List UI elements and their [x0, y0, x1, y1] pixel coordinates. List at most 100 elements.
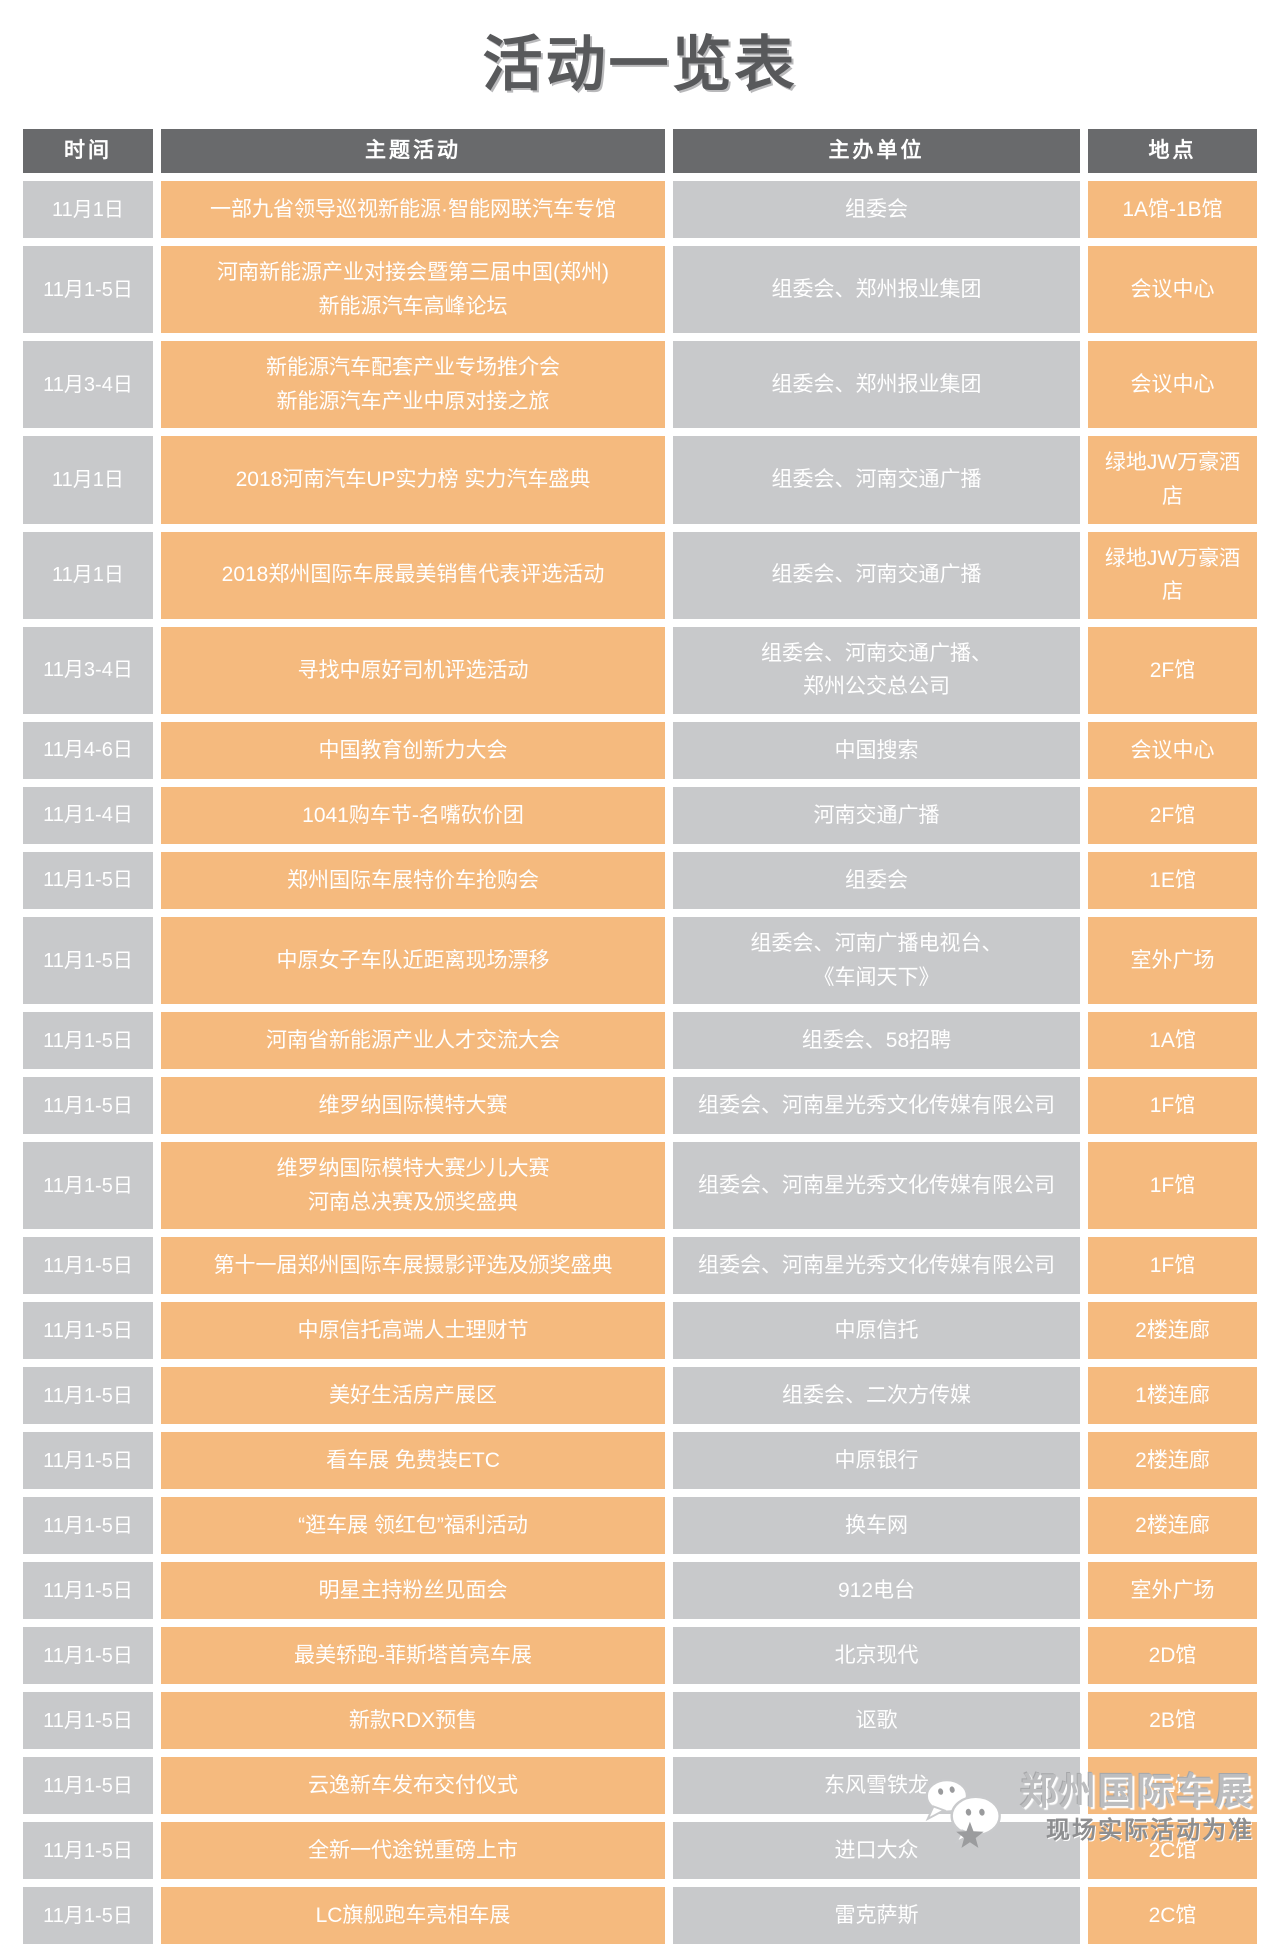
time-cell: 11月1-5日: [23, 1367, 153, 1425]
organizer-cell: 912电台: [673, 1562, 1080, 1620]
activity-cell: 维罗纳国际模特大赛少儿大赛 河南总决赛及颁奖盛典: [161, 1142, 665, 1230]
header-cell-organizer: 主办单位: [673, 129, 1080, 173]
location-cell: 1A馆-1B馆: [1088, 181, 1257, 238]
organizer-cell: 组委会: [673, 851, 1080, 909]
table-row: 11月1-5日 维罗纳国际模特大赛 组委会、河南星光秀文化传媒有限公司 1F馆: [23, 1077, 1257, 1135]
location-cell: 绿地JW万豪酒店: [1088, 531, 1257, 619]
footer-watermark: 郑州国际车展 现场实际活动为准: [920, 1771, 1254, 1859]
organizer-cell: 组委会、河南广播电视台、 《车闻天下》: [673, 916, 1080, 1005]
header-cell-activity: 主题活动: [161, 129, 665, 173]
time-cell: 11月1-5日: [23, 1562, 153, 1620]
location-cell: 1F馆: [1088, 1237, 1257, 1295]
header-cell-location: 地点: [1088, 129, 1257, 173]
activity-cell: 一部九省领导巡视新能源·智能网联汽车专馆: [161, 181, 665, 238]
events-table: 时间 主题活动 主办单位 地点 11月1日 一部九省领导巡视新能源·智能网联汽车专…: [0, 129, 1280, 1944]
activity-cell: 新款RDX预售: [161, 1692, 665, 1750]
table-row: 11月1-5日 最美轿跑-菲斯塔首亮车展 北京现代 2D馆: [23, 1627, 1257, 1685]
table-row: 11月4-6日 中国教育创新力大会 中国搜索 会议中心: [23, 721, 1257, 779]
activity-cell: 1041购车节-名嘴砍价团: [161, 786, 665, 844]
table-row: 11月1-5日 美好生活房产展区 组委会、二次方传媒 1楼连廊: [23, 1367, 1257, 1425]
time-cell: 11月1-5日: [23, 1627, 153, 1685]
organizer-cell: 讴歌: [673, 1692, 1080, 1750]
organizer-cell: 组委会、河南交通广播、 郑州公交总公司: [673, 626, 1080, 714]
activity-cell: 明星主持粉丝见面会: [161, 1562, 665, 1620]
activity-cell: 郑州国际车展特价车抢购会: [161, 851, 665, 909]
table-row: 11月1-5日 “逛车展 领红包”福利活动 换车网 2楼连廊: [23, 1497, 1257, 1555]
table-row: 11月1-5日 中原女子车队近距离现场漂移 组委会、河南广播电视台、 《车闻天下》室…: [23, 916, 1257, 1005]
activity-cell: “逛车展 领红包”福利活动: [161, 1497, 665, 1555]
table-body: 11月1日 一部九省领导巡视新能源·智能网联汽车专馆 组委会 1A馆-1B馆 11月1-…: [23, 181, 1257, 1944]
time-cell: 11月1-5日: [23, 1012, 153, 1070]
location-cell: 2楼连廊: [1088, 1432, 1257, 1490]
activity-cell: LC旗舰跑车亮相车展: [161, 1887, 665, 1944]
location-cell: 会议中心: [1088, 721, 1257, 779]
time-cell: 11月1-5日: [23, 1757, 153, 1815]
organizer-cell: 组委会、郑州报业集团: [673, 246, 1080, 334]
table-row: 11月1-5日 云逸新车发布交付仪式 东风雪铁龙 1E馆: [23, 1757, 1257, 1815]
time-cell: 11月1-5日: [23, 1692, 153, 1750]
location-cell: 2F馆: [1088, 626, 1257, 714]
organizer-cell: 东风雪铁龙: [673, 1757, 1080, 1815]
wechat-chat-bubbles-star-icon: [925, 1778, 1001, 1848]
time-cell: 11月1-5日: [23, 851, 153, 909]
time-cell: 11月3-4日: [23, 626, 153, 714]
activity-cell: 寻找中原好司机评选活动: [161, 626, 665, 714]
table-row: 11月1日 2018河南汽车UP实力榜 实力汽车盛典 组委会、河南交通广播 绿地JW万…: [23, 436, 1257, 524]
page-title: 活动一览表: [482, 31, 798, 98]
table-row: 11月1日 一部九省领导巡视新能源·智能网联汽车专馆 组委会 1A馆-1B馆: [23, 181, 1257, 238]
header-cell-time: 时间: [23, 129, 153, 173]
activity-cell: 美好生活房产展区: [161, 1367, 665, 1425]
table-row: 11月3-4日 寻找中原好司机评选活动 组委会、河南交通广播、 郑州公交总公司 2F馆: [23, 626, 1257, 714]
location-cell: 室外广场: [1088, 1562, 1257, 1620]
organizer-cell: 北京现代: [673, 1627, 1080, 1685]
table-row: 11月1-5日 中原信托高端人士理财节 中原信托 2楼连廊: [23, 1302, 1257, 1360]
activity-cell: 中原信托高端人士理财节: [161, 1302, 665, 1360]
table-row: 11月1日 2018郑州国际车展最美销售代表评选活动 组委会、河南交通广播 绿地JW万…: [23, 531, 1257, 619]
activity-cell: 第十一届郑州国际车展摄影评选及颁奖盛典: [161, 1237, 665, 1295]
organizer-cell: 中国搜索: [673, 721, 1080, 779]
organizer-cell: 组委会、河南星光秀文化传媒有限公司: [673, 1142, 1080, 1230]
activity-cell: 维罗纳国际模特大赛: [161, 1077, 665, 1135]
footer-brand: 郑州国际车展: [1020, 1771, 1254, 1812]
time-cell: 11月1日: [23, 436, 153, 524]
location-cell: 1F馆: [1088, 1142, 1257, 1230]
organizer-cell: 组委会、河南交通广播: [673, 436, 1080, 524]
location-cell: 2C馆: [1088, 1887, 1257, 1944]
time-cell: 11月4-6日: [23, 721, 153, 779]
organizer-cell: 组委会、河南交通广播: [673, 531, 1080, 619]
location-cell: 会议中心: [1088, 246, 1257, 334]
organizer-cell: 中原银行: [673, 1432, 1080, 1490]
activity-cell: 看车展 免费装ETC: [161, 1432, 665, 1490]
time-cell: 11月1-5日: [23, 1237, 153, 1295]
activity-cell: 河南新能源产业对接会暨第三届中国(郑州) 新能源汽车高峰论坛: [161, 246, 665, 334]
table-row: 11月1-4日 1041购车节-名嘴砍价团 河南交通广播 2F馆: [23, 786, 1257, 844]
activity-cell: 2018河南汽车UP实力榜 实力汽车盛典: [161, 436, 665, 524]
location-cell: 会议中心: [1088, 341, 1257, 429]
location-cell: 2楼连廊: [1088, 1302, 1257, 1360]
time-cell: 11月1-5日: [23, 1497, 153, 1555]
location-cell: 室外广场: [1088, 916, 1257, 1005]
time-cell: 11月1-5日: [23, 1302, 153, 1360]
activity-cell: 云逸新车发布交付仪式: [161, 1757, 665, 1815]
location-cell: 2楼连廊: [1088, 1497, 1257, 1555]
organizer-cell: 组委会: [673, 181, 1080, 238]
organizer-cell: 组委会、河南星光秀文化传媒有限公司: [673, 1077, 1080, 1135]
footer-note: 现场实际活动为准: [1046, 1816, 1254, 1844]
table-header-row: 时间 主题活动 主办单位 地点: [23, 129, 1257, 173]
activity-cell: 中原女子车队近距离现场漂移: [161, 916, 665, 1005]
location-cell: 1A馆: [1088, 1012, 1257, 1070]
location-cell: 2F馆: [1088, 786, 1257, 844]
table-row: 11月1-5日 看车展 免费装ETC 中原银行 2楼连廊: [23, 1432, 1257, 1490]
location-cell: 1F馆: [1088, 1077, 1257, 1135]
table-row: 11月1-5日 新款RDX预售 讴歌 2B馆: [23, 1692, 1257, 1750]
location-cell: 绿地JW万豪酒店: [1088, 436, 1257, 524]
organizer-cell: 组委会、郑州报业集团: [673, 341, 1080, 429]
time-cell: 11月1-5日: [23, 246, 153, 334]
location-cell: 1楼连廊: [1088, 1367, 1257, 1425]
activity-cell: 最美轿跑-菲斯塔首亮车展: [161, 1627, 665, 1685]
organizer-cell: 河南交通广播: [673, 786, 1080, 844]
time-cell: 11月1-5日: [23, 1077, 153, 1135]
activity-cell: 河南省新能源产业人才交流大会: [161, 1012, 665, 1070]
activity-cell: 新能源汽车配套产业专场推介会 新能源汽车产业中原对接之旅: [161, 341, 665, 429]
location-cell: 1E馆: [1088, 851, 1257, 909]
